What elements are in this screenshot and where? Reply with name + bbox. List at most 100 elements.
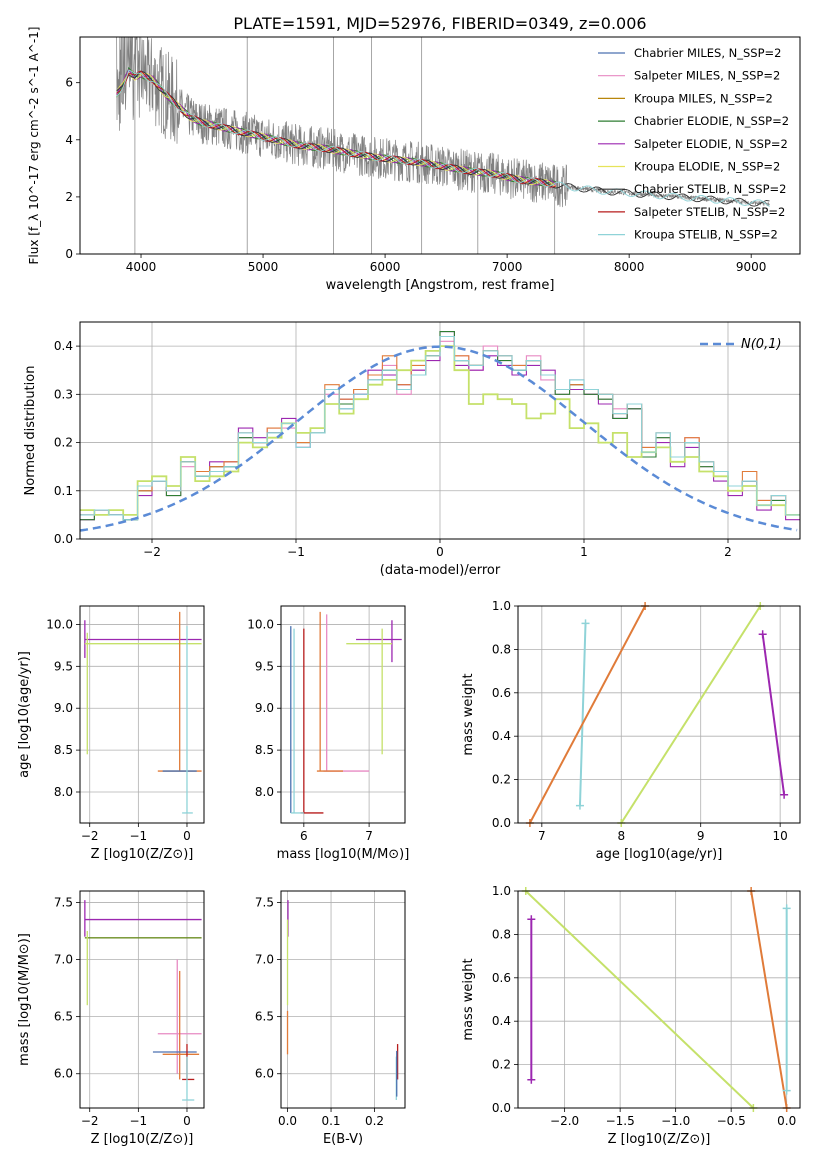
axes-frame xyxy=(517,605,801,824)
x-tick-label: 7000 xyxy=(492,260,523,274)
model-curve-3 xyxy=(116,66,556,187)
legend-label: Chabrier MILES, N_SSP=2 xyxy=(634,46,781,60)
panel-mass_vs_EBV: 0.0 0.1 0.2 6.0 6.5 7.0 7.5 E(B-V) xyxy=(255,890,406,1147)
series-marker-0 xyxy=(581,619,590,628)
model-curve-8 xyxy=(116,69,770,207)
series-marker-3 xyxy=(782,1086,791,1095)
model-curve-6 xyxy=(116,70,770,207)
y-axis-label: Flux [f_λ 10^-17 erg cm^-2 s^-1 A^-1] xyxy=(27,27,41,265)
series-marker-3 xyxy=(780,790,789,799)
y-tick-label: 0.2 xyxy=(492,1058,511,1072)
y-tick-label: 6.5 xyxy=(255,1010,274,1024)
y-tick-label: 6.0 xyxy=(255,1067,274,1081)
y-tick-label: 8.0 xyxy=(54,785,73,799)
y-tick-label: 0.8 xyxy=(492,642,511,656)
x-tick-label: 9000 xyxy=(736,260,767,274)
y-tick-label: 6.0 xyxy=(54,1067,73,1081)
axes-frame xyxy=(79,36,801,255)
histogram-6 xyxy=(80,335,800,521)
y-tick-label: 0.4 xyxy=(492,1014,511,1028)
legend-label: Chabrier STELIB, N_SSP=2 xyxy=(634,182,786,196)
y-tick-label: 0.6 xyxy=(492,971,511,985)
y-tick-label: 10.0 xyxy=(247,617,274,631)
series-marker-0 xyxy=(527,915,536,924)
y-tick-label: 9.0 xyxy=(255,701,274,715)
x-tick-label: −1.0 xyxy=(661,1114,690,1128)
legend-label: Kroupa STELIB, N_SSP=2 xyxy=(634,228,778,242)
series-line-2 xyxy=(750,891,788,1108)
panel-age_vs_mass: 6 7 8.0 8.5 9.0 9.5 10.0 mass [log10(M/M⊙)] xyxy=(247,605,409,862)
x-tick-label: 0.0 xyxy=(777,1114,796,1128)
y-tick-label: 6 xyxy=(65,76,73,90)
y-tick-label: 0.3 xyxy=(54,387,73,401)
y-tick-label: 8.0 xyxy=(255,785,274,799)
plot-area xyxy=(286,900,399,1101)
y-axis-label: mass weight xyxy=(461,958,476,1040)
y-tick-label: 9.0 xyxy=(54,701,73,715)
x-axis-label: E(B-V) xyxy=(323,1132,363,1147)
y-axis-label: mass weight xyxy=(461,673,476,755)
model-curve-4 xyxy=(116,68,557,186)
y-axis-label: mass [log10(M/M⊙)] xyxy=(17,933,32,1066)
axes-frame xyxy=(79,890,205,1109)
x-tick-label: 0 xyxy=(183,1114,191,1128)
series-line-0 xyxy=(578,623,587,806)
x-tick-label: −0.5 xyxy=(717,1114,746,1128)
x-tick-label: −2 xyxy=(143,545,161,559)
x-axis-label: Z [log10(Z/Z⊙)] xyxy=(91,1132,194,1147)
series-marker-0 xyxy=(527,1075,536,1084)
x-tick-label: 0 xyxy=(183,829,191,843)
x-tick-label: 7 xyxy=(365,829,373,843)
y-tick-label: 8.5 xyxy=(255,743,274,757)
legend-label: Salpeter MILES, N_SSP=2 xyxy=(634,69,780,83)
x-tick-label: −2 xyxy=(81,1114,99,1128)
panel-spectrum: 4000 5000 6000 7000 8000 9000 0 2 4 6 wavelength [… xyxy=(27,27,801,293)
y-tick-label: 0.2 xyxy=(54,436,73,450)
x-tick-label: −1 xyxy=(130,1114,148,1128)
y-axis-label: Normed distribution xyxy=(23,366,38,496)
y-tick-label: 1.0 xyxy=(492,884,511,898)
y-tick-label: 9.5 xyxy=(255,659,274,673)
x-tick-label: 8000 xyxy=(614,260,645,274)
x-tick-label: 0 xyxy=(436,545,444,559)
legend-label: Salpeter STELIB, N_SSP=2 xyxy=(634,205,785,219)
x-axis-label: (data-model)/error xyxy=(380,563,501,578)
plot-area xyxy=(84,611,202,814)
plot-area xyxy=(80,331,800,532)
axes-frame xyxy=(517,890,801,1109)
figure-title: PLATE=1591, MJD=52976, FIBERID=0349, z=0… xyxy=(233,14,646,33)
y-tick-label: 7.5 xyxy=(54,895,73,909)
x-axis-label: age [log10(age/yr)] xyxy=(596,847,723,862)
legend-label: Kroupa MILES, N_SSP=2 xyxy=(634,91,773,105)
series-line-2 xyxy=(620,606,762,823)
x-axis-label: wavelength [Angstrom, rest frame] xyxy=(326,278,555,293)
x-tick-label: 2 xyxy=(724,545,732,559)
series-line-1 xyxy=(529,606,646,823)
panel-weight_vs_Z: −2.0 −1.5 −1.0 −0.5 0.0 0.0 0.2 0.4 0.6 0.8 1.0 Z [… xyxy=(461,884,801,1147)
x-tick-label: 8 xyxy=(617,829,625,843)
legend-label: Salpeter ELODIE, N_SSP=2 xyxy=(634,137,788,151)
x-tick-label: 5000 xyxy=(248,260,279,274)
x-tick-label: 10 xyxy=(773,829,788,843)
y-tick-label: 0 xyxy=(65,247,73,261)
x-axis-label: Z [log10(Z/Z⊙)] xyxy=(608,1132,711,1147)
x-tick-label: 0.0 xyxy=(278,1114,297,1128)
legend-label: Chabrier ELODIE, N_SSP=2 xyxy=(634,114,789,128)
y-tick-label: 7.0 xyxy=(54,953,73,967)
y-tick-label: 0.4 xyxy=(54,339,73,353)
y-tick-label: 2 xyxy=(65,190,73,204)
series-line-3 xyxy=(761,634,786,795)
normal-curve xyxy=(80,345,798,532)
y-tick-label: 9.5 xyxy=(54,659,73,673)
axes-frame xyxy=(280,605,406,824)
y-tick-label: 0.2 xyxy=(492,773,511,787)
x-tick-label: 6 xyxy=(300,829,308,843)
y-tick-label: 4 xyxy=(65,133,73,147)
series-marker-3 xyxy=(782,904,791,913)
legend-label: Kroupa ELODIE, N_SSP=2 xyxy=(634,160,780,174)
series-marker-0 xyxy=(575,801,584,810)
plot-area xyxy=(84,900,202,1101)
plot-area xyxy=(290,611,402,814)
